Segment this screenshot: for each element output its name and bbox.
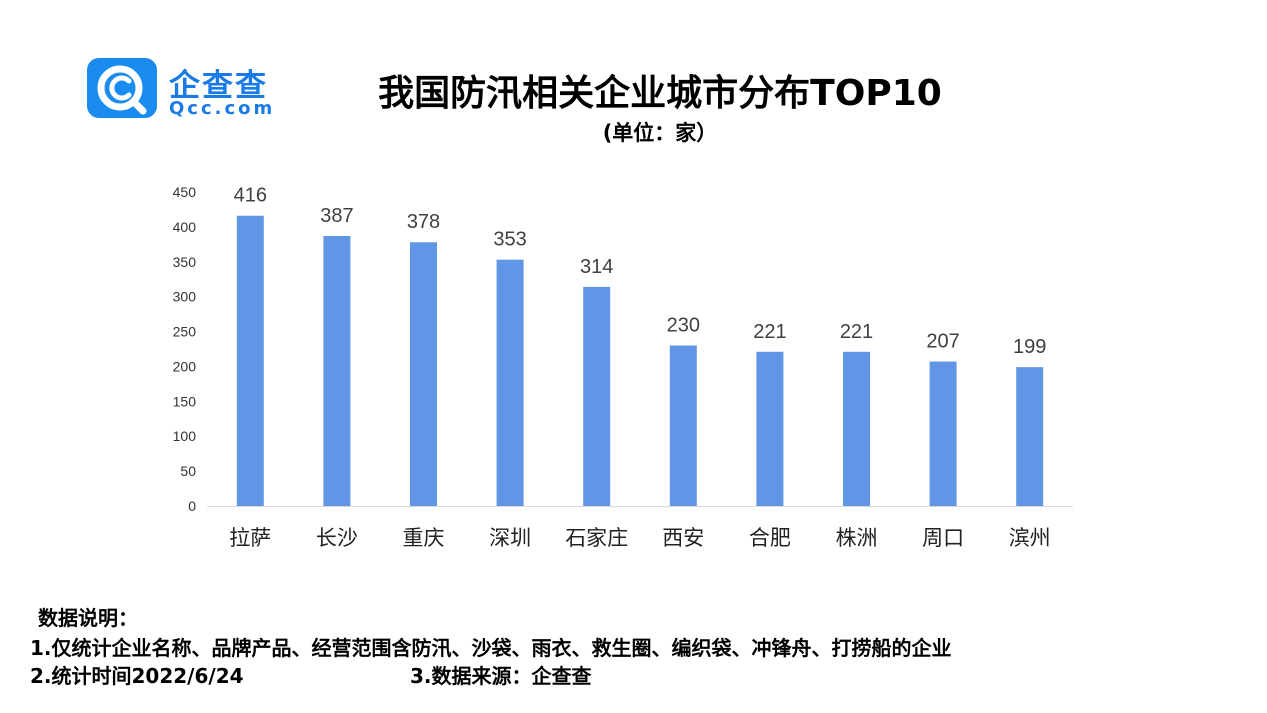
data-label: 199: [1013, 336, 1046, 358]
brand-logo: 企查查 Qcc.com: [87, 58, 297, 120]
bar: [323, 235, 351, 506]
bar: [843, 351, 870, 506]
brand-name-cn: 企查查: [169, 68, 268, 104]
data-label: 230: [667, 315, 700, 337]
x-tick-label: 深圳: [489, 526, 531, 550]
brand-name-en: Qcc.com: [169, 98, 276, 119]
notes-line-2: 2.统计时间2022/6/24: [30, 664, 244, 688]
bar: [929, 361, 957, 506]
y-tick-label: 350: [173, 254, 197, 270]
bar: [669, 345, 697, 506]
x-tick-label: 合肥: [749, 526, 791, 550]
data-label: 221: [840, 321, 873, 343]
notes-line-3: 3.数据来源：企查查: [410, 664, 592, 688]
qcc-logo-icon: [87, 58, 157, 118]
bar: [1016, 367, 1044, 506]
x-tick-label: 株洲: [836, 526, 878, 550]
y-tick-label: 50: [180, 463, 196, 479]
x-tick-label: 西安: [662, 526, 704, 550]
x-tick-label: 长沙: [316, 526, 358, 550]
data-label: 353: [493, 229, 526, 251]
x-tick-label: 石家庄: [565, 526, 628, 550]
chart-title: 我国防汛相关企业城市分布TOP10: [378, 73, 942, 114]
x-tick-label: 周口: [922, 526, 964, 550]
bar: [236, 215, 264, 507]
bar: [583, 286, 611, 506]
y-tick-label: 200: [173, 358, 197, 374]
data-label: 314: [580, 256, 613, 278]
data-label: 221: [753, 321, 786, 343]
y-tick-label: 300: [173, 289, 197, 305]
x-tick-label: 滨州: [1009, 526, 1051, 550]
bar: [496, 259, 524, 506]
notes-line-1: 1.仅统计企业名称、品牌产品、经营范围含防汛、沙袋、雨衣、救生圈、编织袋、冲锋舟…: [30, 636, 952, 660]
y-tick-label: 100: [173, 428, 197, 444]
bar-chart: 0 50 100 150 200 250 300 350 400 450 416 拉萨 387 长沙 378…: [173, 184, 1073, 550]
chart-subtitle: (单位：家）: [602, 121, 718, 145]
notes-heading: 数据说明：: [38, 606, 138, 630]
x-tick-label: 重庆: [403, 526, 445, 550]
bar: [756, 351, 784, 506]
y-tick-label: 0: [188, 498, 196, 514]
y-tick-label: 150: [173, 393, 197, 409]
bar: [410, 242, 437, 506]
y-tick-label: 400: [173, 219, 197, 235]
data-label: 207: [926, 331, 959, 353]
data-label: 387: [320, 205, 353, 227]
x-tick-label: 拉萨: [229, 526, 271, 550]
y-tick-label: 250: [173, 324, 197, 340]
data-label: 416: [234, 185, 267, 207]
data-label: 378: [407, 211, 440, 233]
y-tick-label: 450: [173, 184, 197, 200]
